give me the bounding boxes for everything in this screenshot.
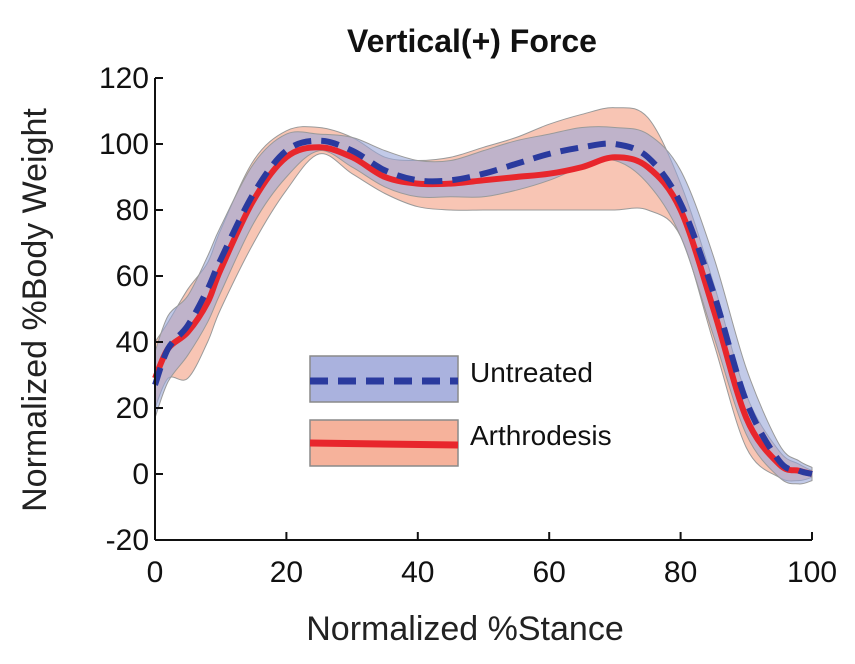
y-tick-label: 100 — [99, 128, 149, 161]
x-tick-label: 40 — [401, 556, 434, 589]
y-ticks: -20 0 20 40 60 80 100 120 — [99, 62, 163, 557]
y-tick-label: 0 — [132, 458, 149, 491]
y-tick-label: 80 — [116, 194, 149, 227]
y-tick-label: -20 — [106, 524, 149, 557]
legend-label-untreated: Untreated — [470, 357, 593, 388]
line-untreated — [152, 137, 813, 477]
y-tick-label: 20 — [116, 392, 149, 425]
x-tick-label: 80 — [664, 556, 697, 589]
y-tick-label: 40 — [116, 326, 149, 359]
x-tick-label: 60 — [533, 556, 566, 589]
x-tick-label: 0 — [147, 556, 164, 589]
x-ticks: 0 20 40 60 80 100 — [147, 532, 837, 589]
y-tick-label: 60 — [116, 260, 149, 293]
series-lines — [152, 137, 813, 477]
x-tick-label: 20 — [270, 556, 303, 589]
legend: Untreated Arthrodesis — [309, 355, 612, 467]
chart-title: Vertical(+) Force — [347, 23, 597, 59]
legend-label-arthrodesis: Arthrodesis — [470, 420, 612, 451]
axes — [154, 78, 812, 541]
x-axis-label: Normalized %Stance — [306, 610, 623, 648]
legend-swatch-arthrodesis-line — [309, 439, 459, 449]
line-arthrodesis — [152, 144, 813, 477]
x-tick-label: 100 — [787, 556, 837, 589]
y-tick-label: 120 — [99, 62, 149, 95]
y-axis-label: Normalized %Body Weight — [16, 108, 54, 512]
